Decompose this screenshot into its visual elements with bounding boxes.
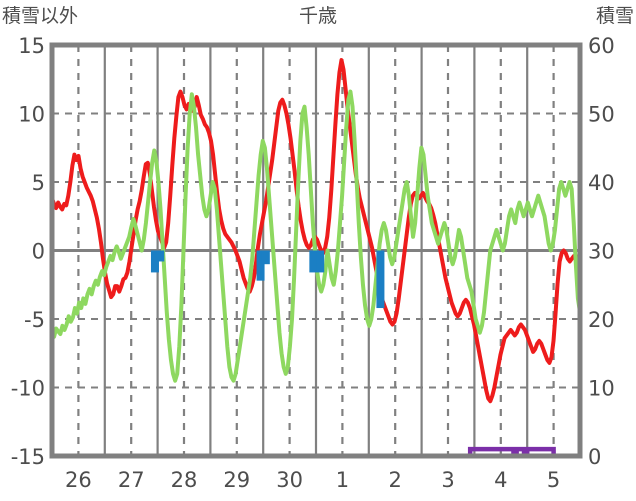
snow-depth-line <box>52 446 580 459</box>
y-tick-label: 0 <box>32 240 45 264</box>
right-axis-title: 積雪 <box>596 5 634 27</box>
precipitation-bar <box>316 250 325 273</box>
left-axis-title: 積雪以外 <box>2 5 78 27</box>
y2-tick-label: 40 <box>588 171 615 195</box>
y-tick-label: 10 <box>18 103 45 127</box>
x-tick-label: 5 <box>547 468 560 492</box>
precipitation-bar <box>156 250 165 262</box>
y-tick-label: -10 <box>11 377 45 401</box>
x-tick-label: 28 <box>171 468 198 492</box>
x-tick-label: 4 <box>494 468 507 492</box>
y2-tick-label: 50 <box>588 103 615 127</box>
snow-depth-path <box>52 446 580 459</box>
y2-tick-label: 20 <box>588 308 615 332</box>
x-tick-label: 30 <box>276 468 303 492</box>
precipitation-bar <box>256 250 265 281</box>
x-tick-label: 27 <box>118 468 145 492</box>
y-tick-label: -5 <box>24 308 45 332</box>
y2-tick-label: 60 <box>588 34 615 58</box>
x-tick-label: 26 <box>65 468 92 492</box>
x-tick-label: 29 <box>223 468 250 492</box>
chart-title: 千歳 <box>299 5 337 27</box>
y2-tick-label: 30 <box>588 240 615 264</box>
plot-border <box>49 42 583 459</box>
precipitation-bar <box>150 250 159 273</box>
precipitation-bar <box>309 250 318 273</box>
x-tick-label: 1 <box>336 468 349 492</box>
precipitation-bar <box>261 250 270 265</box>
precipitation-bar <box>376 250 385 309</box>
y-tick-label: 5 <box>32 171 45 195</box>
x-tick-label: 2 <box>389 468 402 492</box>
y-tick-label: -15 <box>11 445 45 469</box>
precipitation-bars <box>150 250 385 309</box>
y-tick-label: 15 <box>18 34 45 58</box>
y2-tick-label: 10 <box>588 377 615 401</box>
y2-tick-label: 0 <box>588 445 601 469</box>
x-tick-label: 3 <box>441 468 454 492</box>
plot-frame <box>49 42 583 459</box>
